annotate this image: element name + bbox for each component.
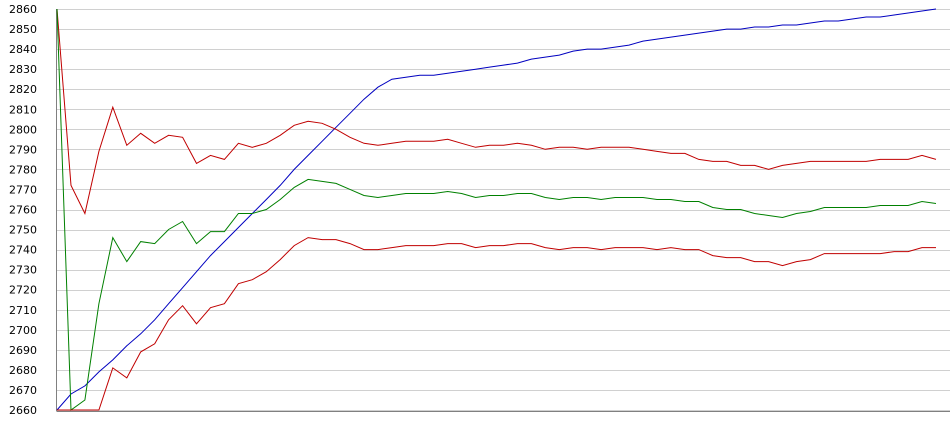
y-tick-label: 2790 <box>9 143 37 156</box>
y-tick-label: 2670 <box>9 384 37 397</box>
y-tick-label: 2690 <box>9 344 37 357</box>
series-line-4 <box>57 237 936 411</box>
y-axis-tick-labels: 2660 2670 2680 2690 2700 2710 2720 2730 2740 2750… <box>9 3 37 417</box>
gridlines <box>57 9 950 411</box>
y-tick-label: 2740 <box>9 244 37 257</box>
series-line-2 <box>56 8 937 215</box>
y-tick-label: 2780 <box>9 163 37 176</box>
y-tick-label: 2800 <box>9 123 37 136</box>
y-tick-label: 2860 <box>9 3 37 16</box>
y-tick-label: 2700 <box>9 324 37 337</box>
series-line-3 <box>56 8 937 411</box>
y-tick-label: 2770 <box>9 183 37 196</box>
series-line-1 <box>56 8 937 411</box>
y-tick-label: 2850 <box>9 23 37 36</box>
y-tick-label: 2660 <box>9 404 37 417</box>
axes <box>56 9 950 412</box>
y-tick-label: 2680 <box>9 364 37 377</box>
y-tick-label: 2730 <box>9 264 37 277</box>
y-tick-label: 2760 <box>9 204 37 217</box>
y-tick-label: 2820 <box>9 83 37 96</box>
y-tick-label: 2710 <box>9 304 37 317</box>
y-tick-label: 2810 <box>9 103 37 116</box>
series-lines <box>56 8 937 411</box>
y-tick-label: 2750 <box>9 224 37 237</box>
y-tick-label: 2720 <box>9 284 37 297</box>
y-tick-label: 2840 <box>9 43 37 56</box>
y-tick-label: 2830 <box>9 63 37 76</box>
